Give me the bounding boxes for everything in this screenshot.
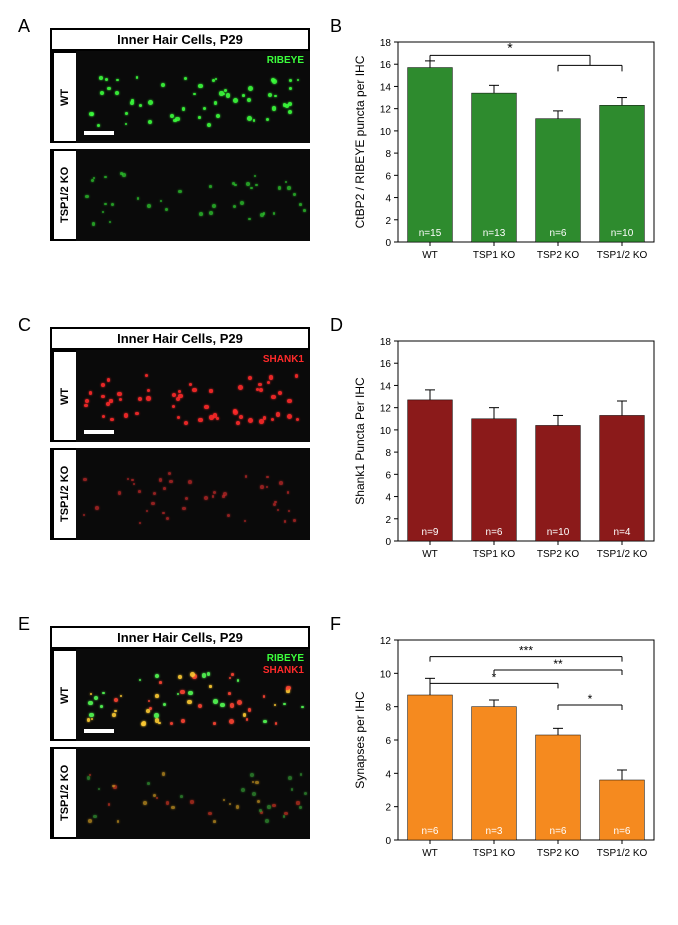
svg-text:0: 0 [385,537,391,548]
svg-text:0: 0 [385,238,391,249]
panel-label-f: F [330,614,341,635]
svg-text:6: 6 [385,736,391,747]
svg-text:TSP1 KO: TSP1 KO [473,848,515,859]
micrograph-title: Inner Hair Cells, P29 [50,28,310,51]
panel-label-b: B [330,16,342,37]
svg-text:4: 4 [385,769,391,780]
svg-text:n=6: n=6 [550,826,567,837]
svg-text:6: 6 [385,470,391,481]
svg-text:10: 10 [380,127,392,138]
svg-text:CtBP2 / RIBEYE puncta per IHC: CtBP2 / RIBEYE puncta per IHC [353,55,367,228]
micrograph-a-wt: RIBEYE [76,51,310,143]
svg-text:n=3: n=3 [486,826,503,837]
svg-text:14: 14 [380,82,392,93]
svg-text:*: * [492,670,497,684]
micro-side-ko: TSP1/2 KO [52,747,76,839]
svg-text:2: 2 [385,803,391,814]
svg-text:14: 14 [380,381,392,392]
svg-text:4: 4 [385,194,391,205]
svg-text:n=9: n=9 [422,527,439,538]
svg-text:10: 10 [380,426,392,437]
svg-text:***: *** [519,644,533,658]
svg-text:10: 10 [380,669,392,680]
svg-text:TSP2 KO: TSP2 KO [537,848,579,859]
svg-text:16: 16 [380,359,392,370]
svg-text:8: 8 [385,149,391,160]
svg-text:18: 18 [380,337,392,348]
scalebar-icon [84,729,114,733]
micrograph-e-ko [76,747,310,839]
micrograph-c-wt: SHANK1 [76,350,310,442]
svg-text:0: 0 [385,836,391,847]
panel-label-c: C [18,315,31,336]
stain-ribeye: RIBEYE [267,55,304,66]
svg-text:n=6: n=6 [550,228,567,239]
stain-ribeye: RIBEYE [267,653,304,664]
svg-text:n=10: n=10 [547,527,570,538]
micro-side-ko: TSP1/2 KO [52,448,76,540]
scalebar-icon [84,131,114,135]
panel-label-a: A [18,16,30,37]
svg-text:2: 2 [385,515,391,526]
svg-text:n=13: n=13 [483,228,506,239]
svg-text:8: 8 [385,703,391,714]
svg-text:n=6: n=6 [614,826,631,837]
svg-text:TSP1/2 KO: TSP1/2 KO [597,549,648,560]
micrograph-group-e: Inner Hair Cells, P29 WT RIBEYE SHANK1 T… [50,626,310,851]
svg-text:**: ** [553,657,563,671]
micrograph-group-c: Inner Hair Cells, P29 WT SHANK1 TSP1/2 K… [50,327,310,552]
svg-text:WT: WT [422,250,438,261]
svg-text:12: 12 [380,636,392,647]
svg-text:4: 4 [385,493,391,504]
svg-text:TSP1/2 KO: TSP1/2 KO [597,250,648,261]
svg-text:WT: WT [422,848,438,859]
micrograph-e-wt: RIBEYE SHANK1 [76,649,310,741]
micrograph-title: Inner Hair Cells, P29 [50,626,310,649]
svg-text:n=10: n=10 [611,228,634,239]
svg-text:*: * [588,692,593,706]
svg-text:n=4: n=4 [614,527,631,538]
svg-text:Synapses per IHC: Synapses per IHC [353,691,367,789]
micro-side-wt: WT [52,350,76,442]
micrograph-a-ko [76,149,310,241]
svg-text:16: 16 [380,60,392,71]
svg-text:2: 2 [385,216,391,227]
micro-side-wt: WT [52,649,76,741]
micrograph-group-a: Inner Hair Cells, P29 WT RIBEYE TSP1/2 K… [50,28,310,253]
micro-side-wt: WT [52,51,76,143]
svg-text:WT: WT [422,549,438,560]
panel-label-d: D [330,315,343,336]
stain-shank1: SHANK1 [263,354,304,365]
micro-side-ko: TSP1/2 KO [52,149,76,241]
svg-text:12: 12 [380,404,392,415]
svg-text:n=15: n=15 [419,228,442,239]
panel-label-e: E [18,614,30,635]
micrograph-c-ko [76,448,310,540]
svg-text:TSP2 KO: TSP2 KO [537,250,579,261]
chart-f: 0 2 4 6 8 10 12 Synapses per IHC n=6 WT n=3 TSP1 KO… [350,630,660,870]
svg-text:*: * [507,39,513,55]
stain-shank1: SHANK1 [263,665,304,676]
chart-b: 0 2 4 6 8 10 12 14 16 18 CtBP2 / RIBEYE puncta per… [350,32,660,272]
svg-text:n=6: n=6 [486,527,503,538]
svg-text:TSP1/2 KO: TSP1/2 KO [597,848,648,859]
svg-text:18: 18 [380,38,392,49]
scalebar-icon [84,430,114,434]
svg-text:8: 8 [385,448,391,459]
chart-d: 0 2 4 6 8 10 12 14 16 18 Shank1 Puncta Per IHC n=9 W… [350,331,660,571]
svg-text:12: 12 [380,105,392,116]
svg-text:TSP2 KO: TSP2 KO [537,549,579,560]
svg-text:6: 6 [385,171,391,182]
micrograph-title: Inner Hair Cells, P29 [50,327,310,350]
svg-text:TSP1 KO: TSP1 KO [473,250,515,261]
svg-text:Shank1 Puncta Per IHC: Shank1 Puncta Per IHC [353,377,367,505]
svg-text:n=6: n=6 [422,826,439,837]
svg-text:TSP1 KO: TSP1 KO [473,549,515,560]
